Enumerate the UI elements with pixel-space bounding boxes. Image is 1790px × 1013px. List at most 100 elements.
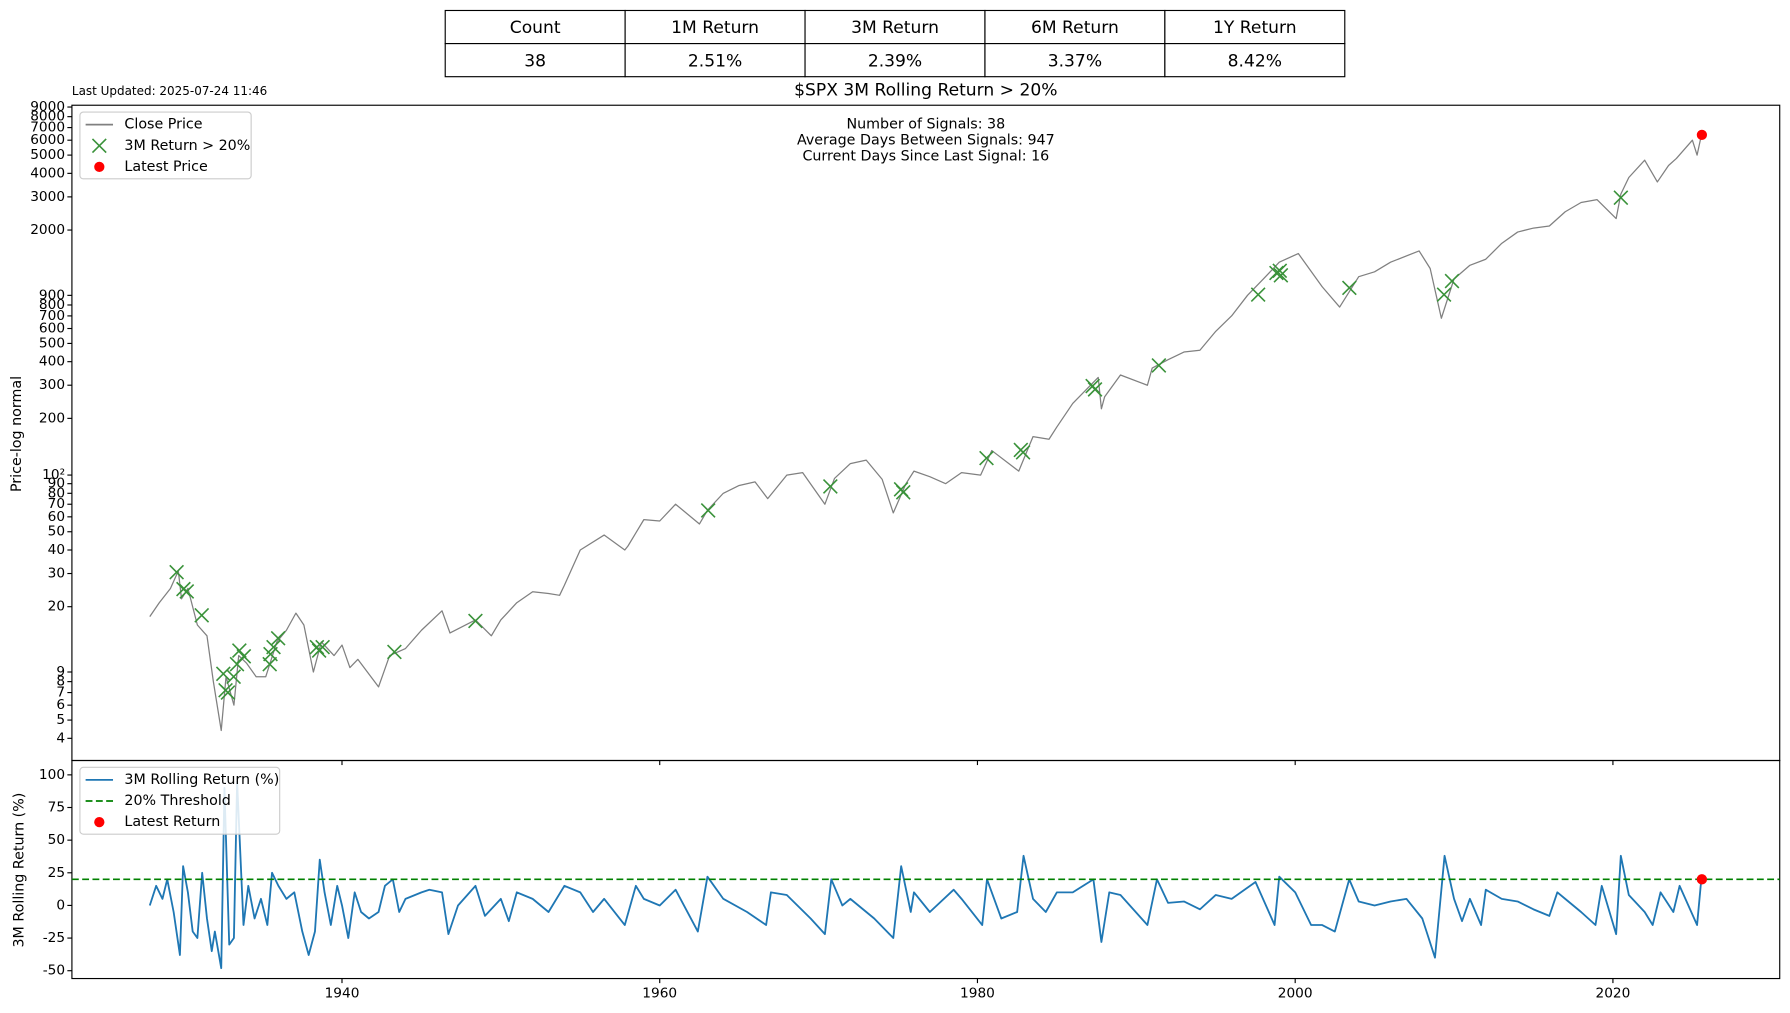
table-text: 6M Return <box>1031 18 1119 38</box>
y-tick-label: 200 <box>39 410 65 426</box>
table-text: 8.42% <box>1228 51 1282 71</box>
legend-label: Latest Return <box>124 814 220 830</box>
signal-marker <box>1015 444 1031 460</box>
table-cell <box>1164 43 1346 78</box>
signal-marker <box>1341 280 1357 296</box>
legend-label: 3M Rolling Return (%) <box>124 772 279 788</box>
table-text: 3M Return <box>851 18 939 38</box>
signal-marker <box>194 607 210 623</box>
x-tick-label: 2020 <box>1595 985 1630 1001</box>
y-tick-label: 20 <box>48 599 65 615</box>
legend-label: Latest Price <box>124 159 208 175</box>
legend-box <box>79 111 252 180</box>
y-tick-label: -25 <box>43 930 65 946</box>
y-tick-label: 500 <box>39 335 65 351</box>
y-tick-label: 6 <box>56 697 65 713</box>
signal-marker <box>309 639 325 655</box>
y-tick-label: 50 <box>48 832 65 848</box>
plot-frame <box>71 759 1781 980</box>
y-tick-label: 8 <box>56 674 65 690</box>
legend-label: Close Price <box>124 117 202 133</box>
y-tick-label: 5 <box>56 712 65 728</box>
y-tick-label: 50 <box>48 524 65 540</box>
signal-marker <box>1250 287 1266 303</box>
signal-marker <box>1087 381 1103 397</box>
y-tick-label: 60 <box>48 509 65 525</box>
y-tick-label: 80 <box>48 485 65 501</box>
y-tick-label: 800 <box>39 297 65 313</box>
signal-marker <box>1151 358 1167 373</box>
y-tick-label: 9000 <box>30 99 65 115</box>
y-tick-label: 300 <box>39 377 65 393</box>
table-text: 1Y Return <box>1213 18 1297 38</box>
chart-title: $SPX 3M Rolling Return > 20% <box>794 80 1057 100</box>
table-cell <box>624 9 806 45</box>
table-text: 3.37% <box>1048 51 1102 71</box>
y-tick-label: 70 <box>48 496 65 512</box>
y-axis-label: Price-log normal <box>9 376 25 492</box>
y-tick-label: 100 <box>39 767 65 783</box>
y-tick-label: 6000 <box>30 132 65 148</box>
table-cell <box>804 9 986 45</box>
legend-swatch <box>94 161 105 173</box>
signal-marker <box>169 564 185 580</box>
signal-marker <box>1436 287 1452 303</box>
plot-frame <box>71 104 1781 762</box>
y-tick-label: -50 <box>43 963 65 979</box>
plot-area <box>149 129 1708 732</box>
y-tick-label: 900 <box>39 287 65 303</box>
signal-marker <box>179 584 195 599</box>
legend-swatch <box>91 138 107 154</box>
price-line <box>149 135 1702 732</box>
y-axis-label: 3M Rolling Return (%) <box>11 793 27 948</box>
signal-marker <box>315 639 331 655</box>
y-tick-label: 4000 <box>30 165 65 181</box>
y-tick-label: 30 <box>48 566 65 582</box>
signal-marker <box>1273 267 1289 283</box>
signal-marker <box>220 685 236 700</box>
y-tick-label: 5000 <box>30 147 65 163</box>
y-tick-label: 90 <box>48 476 65 492</box>
x-tick-label: 1960 <box>642 985 677 1001</box>
table-cell <box>444 9 626 45</box>
signal-marker <box>236 648 252 664</box>
y-tick-label: 400 <box>39 354 65 370</box>
y-tick-label: 2000 <box>30 222 65 238</box>
signal-marker <box>979 450 994 466</box>
y-tick-label: 8000 <box>30 109 65 125</box>
y-tick-label: 700 <box>39 308 65 324</box>
y-tick-label: 7 <box>56 685 65 701</box>
signal-marker <box>1444 273 1460 289</box>
annotation: Current Days Since Last Signal: 16 <box>802 149 1049 165</box>
x-tick-label: 2000 <box>1278 985 1313 1001</box>
y-tick-label: 9 <box>56 664 65 680</box>
price-line <box>148 780 1703 970</box>
legend-label: 3M Return > 20% <box>124 138 250 154</box>
y-tick-label: 10² <box>42 467 65 483</box>
signal-marker <box>468 613 483 629</box>
latest-marker <box>1696 129 1708 141</box>
table-cell <box>984 43 1166 78</box>
table-cell <box>624 43 806 78</box>
y-tick-label: 600 <box>39 321 65 337</box>
signal-marker <box>215 666 231 682</box>
y-tick-label: 0 <box>56 897 65 913</box>
annotation: Number of Signals: 38 <box>846 117 1005 133</box>
signal-marker <box>1272 263 1288 279</box>
signal-marker <box>1613 190 1629 206</box>
signal-marker <box>270 630 286 646</box>
annotation: Average Days Between Signals: 947 <box>797 133 1055 149</box>
table-cell <box>804 43 986 78</box>
y-tick-label: 75 <box>48 800 65 816</box>
legend-box <box>79 766 281 835</box>
last-updated: Last Updated: 2025-07-24 11:46 <box>72 84 267 98</box>
signal-marker <box>387 644 402 660</box>
legend-swatch <box>94 817 105 828</box>
table-text: 38 <box>524 51 546 71</box>
table-text: Count <box>510 18 561 38</box>
x-tick-label: 1940 <box>325 985 360 1001</box>
table-text: 2.39% <box>868 51 922 71</box>
table-cell <box>444 43 626 78</box>
latest-marker <box>1696 874 1708 885</box>
